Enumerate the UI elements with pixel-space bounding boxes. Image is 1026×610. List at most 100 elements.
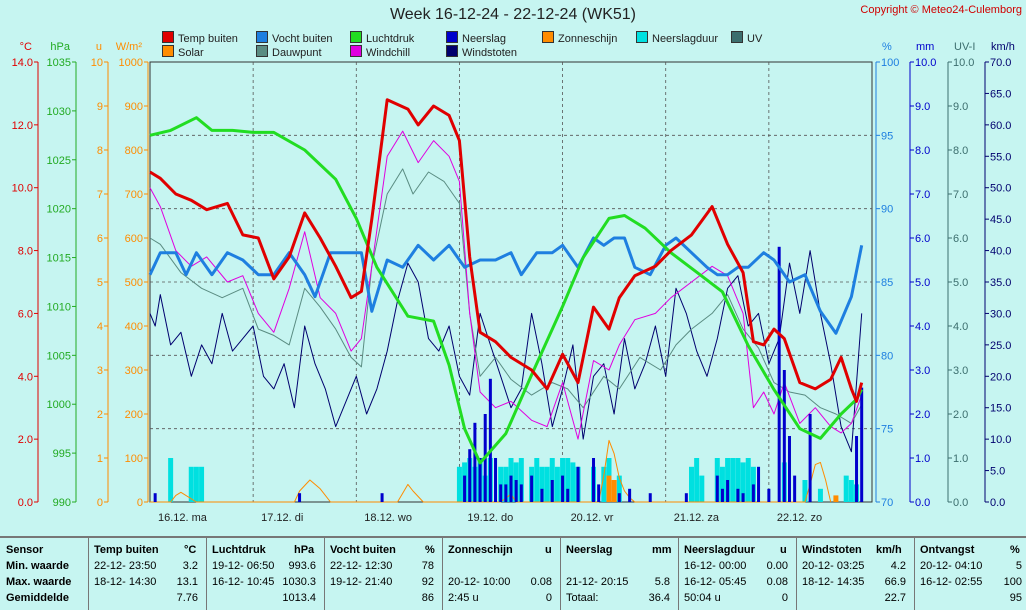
axis-tick-label-pressure: 1015 [47, 253, 71, 265]
temp-avg-val: 7.76 [176, 592, 198, 604]
lbl-max: Max. waarde [6, 576, 72, 588]
bar-neerslag [741, 493, 745, 502]
wind-min-val: 4.2 [890, 560, 906, 572]
bar-neerslagduur [570, 462, 576, 502]
legend-label: Windchill [366, 47, 411, 59]
hdr-temp-unit: °C [184, 544, 197, 556]
rdur-max-val: 0.08 [766, 576, 788, 588]
wind-max-val: 66.9 [884, 576, 906, 588]
axis-tick-label-uv: 0.0 [953, 497, 968, 509]
bar-neerslagduur [616, 475, 622, 502]
bar-neerslag [509, 475, 513, 502]
axis-tick-label-uv_index: 1 [97, 453, 103, 465]
bar-neerslag [504, 484, 508, 502]
copyright-text: Copyright © Meteo24-Culemborg [860, 4, 1022, 16]
series-line-windchill [149, 130, 863, 440]
axis-tick-label-wind: 45.0 [990, 214, 1011, 226]
legend-label: Vocht buiten [272, 33, 333, 45]
x-tick-label: 19.12. do [467, 512, 513, 524]
bar-neerslagduur [735, 458, 741, 502]
press-max-val: 1030.3 [282, 576, 316, 588]
rdur-total-val: 0 [781, 592, 788, 604]
legend-swatch [256, 45, 268, 57]
axis-tick-label-uv_index: 5 [97, 277, 103, 289]
axis-unit-solar: W/m² [116, 41, 143, 53]
axis-tick-label-uv_index: 6 [97, 233, 103, 245]
axis-tick-label-wind: 65.0 [990, 88, 1011, 100]
legend-item-uv: UV [731, 31, 762, 45]
axis-tick-label-rain: 5.0 [915, 277, 930, 289]
axis-tick-label-wind: 35.0 [990, 277, 1011, 289]
axis-tick-label-temp: 4.0 [18, 371, 33, 383]
legend-label: Neerslag [462, 33, 507, 45]
axis-tick-label-rain: 1.0 [915, 453, 930, 465]
sun-total-val: 0 [545, 592, 552, 604]
hum-max-val: 92 [421, 576, 434, 588]
axis-tick-label-solar: 700 [125, 189, 143, 201]
axis-tick-label-uv: 2.0 [953, 409, 968, 421]
axis-tick-label-wind: 30.0 [990, 308, 1011, 320]
stats-table: Sensor Min. waarde Max. waarde Gemiddeld… [0, 536, 1026, 610]
legend-item-solar: Solar [162, 45, 204, 59]
bar-neerslagduur [745, 458, 751, 502]
axis-tick-label-uv_index: 10 [91, 57, 103, 69]
bar-zonneschijn [611, 480, 617, 502]
axis-tick-label-solar: 100 [125, 453, 143, 465]
temp-max-val: 13.1 [176, 576, 198, 588]
axis-tick-label-solar: 300 [125, 365, 143, 377]
hum-max-time: 19-12- 21:40 [330, 576, 393, 588]
press-min-time: 19-12- 06:50 [212, 560, 275, 572]
bar-neerslagduur [554, 466, 560, 502]
bar-neerslagduur [544, 466, 550, 502]
bar-neerslagduur [719, 466, 725, 502]
bar-neerslag [648, 493, 652, 502]
axis-tick-label-pressure: 990 [53, 497, 71, 509]
hdr-temp: Temp buiten [94, 544, 159, 556]
hdr-rain: Neerslag [566, 544, 613, 556]
legend-swatch [542, 31, 554, 43]
temp-max-time: 18-12- 14:30 [94, 576, 157, 588]
bar-neerslagduur [168, 458, 174, 502]
legend-swatch [350, 31, 362, 43]
rdur-max-time: 16-12- 05:45 [684, 576, 747, 588]
bar-neerslag [628, 488, 632, 502]
bar-zonneschijn [606, 475, 612, 502]
bar-neerslagduur [689, 466, 694, 502]
x-tick-label: 16.12. ma [158, 512, 208, 524]
axis-tick-label-wind: 0.0 [990, 497, 1005, 509]
bar-neerslag [153, 493, 157, 502]
bar-neerslag [777, 246, 781, 502]
bar-neerslag [726, 480, 730, 502]
axis-tick-label-uv: 9.0 [953, 101, 968, 113]
axis-tick-label-uv_index: 8 [97, 145, 103, 157]
bar-neerslag [720, 488, 724, 502]
bar-neerslagduur [601, 466, 607, 502]
bar-neerslag [488, 378, 492, 502]
ont-avg-val: 95 [1009, 592, 1022, 604]
axis-tick-label-wind: 15.0 [990, 403, 1011, 415]
rain-total-label: Totaal: [566, 592, 599, 604]
axis-tick-label-pressure: 1010 [47, 301, 71, 313]
bar-neerslag [855, 436, 859, 502]
bar-neerslag [715, 475, 719, 502]
bar-neerslag [478, 458, 482, 502]
bar-neerslag [530, 475, 534, 502]
bar-neerslagduur [518, 458, 524, 502]
axis-tick-label-pressure: 1025 [47, 155, 71, 167]
axis-tick-label-uv: 1.0 [953, 453, 968, 465]
axis-tick-label-solar: 600 [125, 233, 143, 245]
lbl-avg: Gemiddelde [6, 592, 69, 604]
axis-unit-humidity: % [882, 41, 892, 53]
legend-item-vocht-buiten: Vocht buiten [256, 31, 333, 45]
hum-min-val: 78 [421, 560, 434, 572]
axis-tick-label-humidity: 85 [881, 277, 893, 289]
axis-tick-label-solar: 800 [125, 145, 143, 157]
bar-neerslag [808, 414, 812, 502]
wind-avg-val: 22.7 [884, 592, 906, 604]
axis-tick-label-pressure: 1035 [47, 57, 71, 69]
axis-tick-label-uv: 8.0 [953, 145, 968, 157]
series-line-windstoten [149, 250, 863, 453]
bar-neerslag [494, 458, 498, 502]
axis-tick-label-humidity: 100 [881, 57, 899, 69]
hdr-rdur-unit: u [780, 544, 787, 556]
